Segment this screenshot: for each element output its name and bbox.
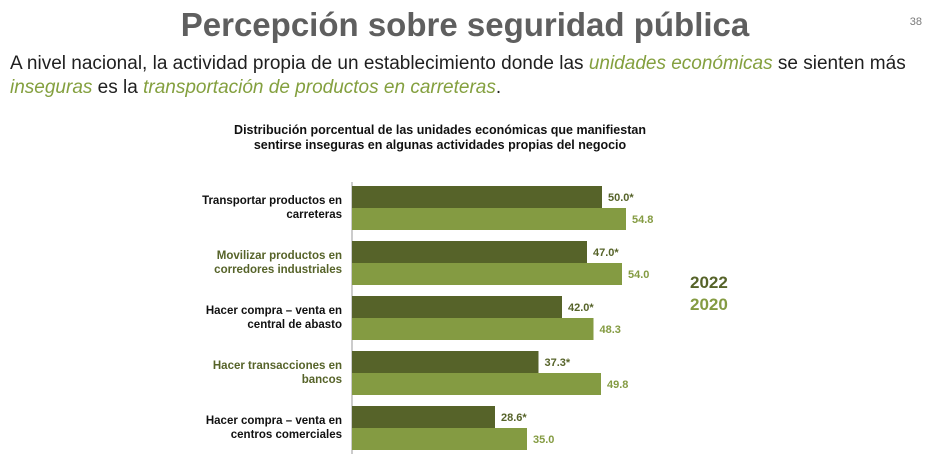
data-label-2022: 50.0*	[608, 192, 634, 204]
bar-2022	[352, 186, 602, 208]
data-label-2020: 54.8	[632, 214, 653, 226]
data-label-2020: 35.0	[533, 434, 554, 446]
category-label: Hacer compra – venta en central de abasto	[206, 305, 342, 331]
subtitle-text: es la	[92, 77, 144, 98]
bar-2020	[352, 208, 626, 230]
category-label: Transportar productos en carreteras	[202, 195, 342, 221]
data-label-2022: 47.0*	[593, 247, 619, 259]
category-label: Hacer compra – venta en centros comercial…	[206, 415, 342, 441]
subtitle-accent: unidades económicas	[588, 53, 773, 74]
bar-2020	[352, 263, 622, 285]
page-title: Percepción sobre seguridad pública	[180, 6, 750, 43]
bar-2020	[352, 373, 601, 395]
data-label-2022: 42.0*	[568, 302, 594, 314]
category-label: Hacer transacciones en bancos	[213, 360, 342, 386]
subtitle-text: A nivel nacional, la actividad propia de…	[10, 53, 589, 74]
page-number: 38	[909, 16, 922, 28]
subtitle-accent: transportación de productos en carretera…	[143, 77, 496, 98]
bar-2022	[352, 296, 562, 318]
legend-entry-2022: 2022	[690, 273, 728, 292]
subtitle-accent: inseguras	[10, 77, 93, 98]
data-label-2022: 37.3*	[545, 357, 571, 369]
data-label-2022: 28.6*	[501, 412, 527, 424]
category-label: Movilizar productos en corredores industr…	[214, 250, 342, 276]
data-label-2020: 54.0	[628, 269, 649, 281]
data-label-2020: 49.8	[607, 379, 628, 391]
bar-2022	[352, 351, 539, 373]
subtitle-text: .	[495, 77, 502, 98]
bar-2020	[352, 428, 527, 450]
bar-2022	[352, 241, 587, 263]
bar-2022	[352, 406, 495, 428]
bar-2020	[352, 318, 594, 340]
legend-entry-2020: 2020	[690, 295, 728, 314]
subtitle-text: se sienten más	[772, 53, 906, 74]
chart-title: Distribución porcentual de las unidades …	[234, 123, 646, 152]
data-label-2020: 48.3	[600, 324, 621, 336]
chart-legend: 2022 2020	[690, 272, 728, 316]
subtitle: A nivel nacional, la actividad propia de…	[10, 52, 925, 100]
